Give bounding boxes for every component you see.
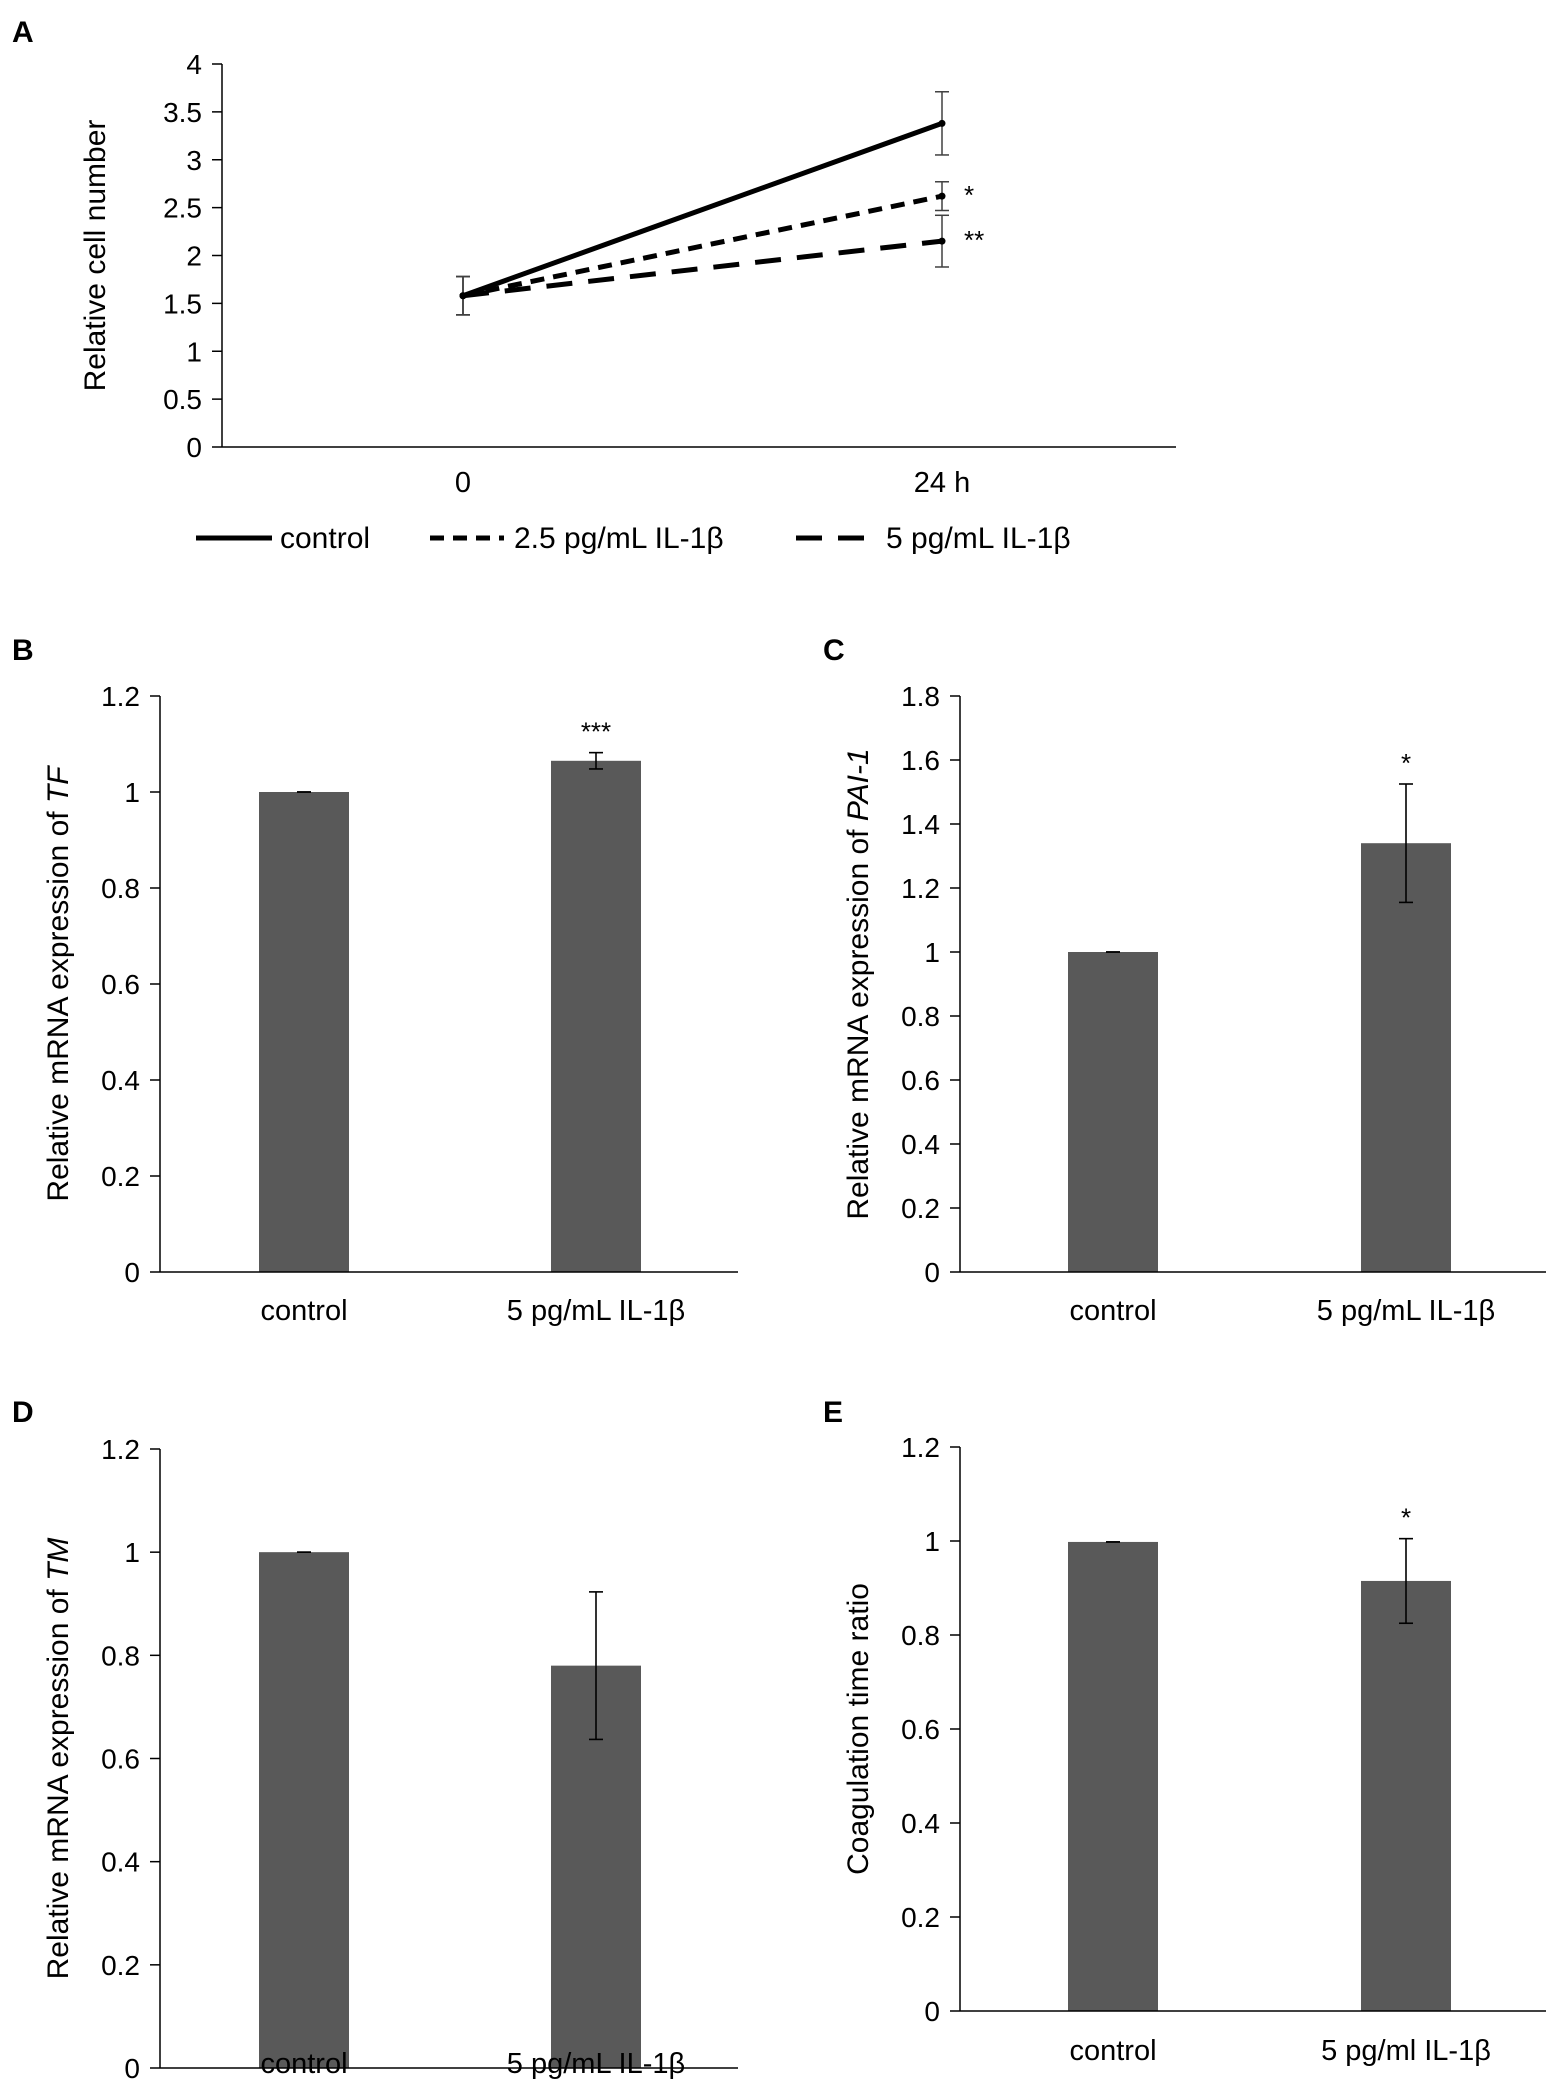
- y-tick-label: 1: [186, 336, 202, 367]
- y-tick-label: 0: [924, 1257, 940, 1288]
- x-category-label: 5 pg/mL IL-1β: [507, 2048, 685, 2080]
- y-tick-label: 4: [186, 49, 202, 80]
- y-tick-label: 1: [924, 1526, 940, 1557]
- bar: [1361, 843, 1451, 1272]
- y-tick-label: 0.8: [901, 1001, 940, 1032]
- x-category-label: 5 pg/mL IL-1β: [1317, 1295, 1495, 1327]
- y-tick-label: 3: [186, 145, 202, 176]
- data-point: [459, 292, 467, 300]
- series-line-1: [462, 121, 943, 299]
- y-tick-label: 0.8: [101, 873, 140, 904]
- y-tick-label: 0.4: [901, 1129, 940, 1160]
- panel-c: C 0 0.2 0.4 0.6 0.8 1 1.2 1.4 1.6 1.8 control * 5 pg/…: [823, 634, 1546, 1327]
- y-tick-label: 0.4: [101, 1065, 140, 1096]
- panel-d: D 0 0.2 0.4 0.6 0.8 1 1.2 control 5 pg/mL IL-1β Re…: [12, 1396, 738, 2084]
- y-tick-label: 0.4: [101, 1847, 140, 1878]
- bar: [1361, 1580, 1451, 2011]
- y-tick-label: 1.2: [901, 1432, 940, 1463]
- y-tick-label: 0: [124, 1257, 140, 1288]
- y-tick-label: 3.5: [163, 97, 202, 128]
- x-tick-label: 0: [455, 467, 471, 499]
- y-tick-label: 1.2: [101, 1434, 140, 1465]
- y-axis-label-text: Coagulation time ratio: [842, 1583, 875, 1875]
- y-tick-label: 0: [924, 1996, 940, 2027]
- y-axis-label: Relative cell number: [79, 120, 112, 392]
- y-tick-label: 2: [186, 241, 202, 272]
- y-axis-label-text: Relative mRNA expression of: [42, 1581, 75, 1980]
- x-category-label: control: [1069, 2035, 1156, 2067]
- bar: [259, 1552, 349, 2068]
- panel-label: B: [12, 634, 34, 667]
- y-axis-label-text: Relative mRNA expression of: [842, 821, 875, 1220]
- y-tick-label: 2.5: [163, 193, 202, 224]
- panel-e: E 0 0.2 0.4 0.6 0.8 1 1.2 control * 5 pg/ml IL-1β C…: [823, 1396, 1546, 2067]
- legend-label: 5 pg/mL IL-1β: [886, 522, 1071, 555]
- y-tick-label: 1.2: [901, 873, 940, 904]
- legend-label: control: [280, 522, 370, 555]
- data-point: [938, 192, 946, 200]
- series-line-2: [462, 193, 943, 299]
- bar: [259, 792, 349, 1272]
- y-tick-label: 0.2: [101, 1161, 140, 1192]
- y-axis-label-text: Relative mRNA expression of: [42, 803, 75, 1202]
- series-line-3: [462, 238, 943, 299]
- panel-label: E: [823, 1396, 843, 1429]
- y-axis-label: Relative mRNA expression of TM: [42, 1538, 75, 1980]
- y-axis-label-gene: TM: [42, 1538, 75, 1581]
- panel-a: A 0 0.5 1 1.5 2 2.5 3 3.5 4 Relative cell number 0 2…: [12, 16, 1176, 555]
- y-axis-label: Relative mRNA expression of PAI-1: [842, 748, 875, 1219]
- bar: [1068, 952, 1158, 1272]
- y-tick-label: 0.6: [901, 1065, 940, 1096]
- y-axis-label: Relative mRNA expression of TF: [42, 765, 75, 1202]
- x-category-label: control: [260, 1295, 347, 1327]
- significance-marker: **: [964, 225, 984, 255]
- y-tick-label: 1: [124, 777, 140, 808]
- y-axis-label-gene: TF: [42, 765, 75, 803]
- panel-label: D: [12, 1396, 34, 1429]
- y-axis-label-gene: PAI-1: [842, 748, 875, 821]
- x-category-label: control: [1069, 1295, 1156, 1327]
- y-tick-label: 0.6: [901, 1714, 940, 1745]
- x-category-label: 5 pg/ml IL-1β: [1321, 2035, 1491, 2067]
- y-tick-label: 0.6: [101, 969, 140, 1000]
- y-tick-label: 1.8: [901, 681, 940, 712]
- x-tick-label: 24 h: [914, 467, 970, 499]
- panel-label: A: [12, 16, 34, 49]
- y-tick-label: 1.4: [901, 809, 940, 840]
- y-tick-label: 0: [124, 2053, 140, 2084]
- bar: [1068, 1541, 1158, 2011]
- y-tick-label: 0.2: [901, 1193, 940, 1224]
- y-tick-label: 1.5: [163, 288, 202, 319]
- significance-marker: *: [1401, 748, 1411, 778]
- significance-marker: *: [964, 180, 974, 210]
- y-tick-label: 0: [186, 432, 202, 463]
- y-tick-label: 1.6: [901, 745, 940, 776]
- y-tick-label: 0.2: [101, 1950, 140, 1981]
- y-axis-label: Coagulation time ratio: [842, 1583, 875, 1875]
- x-category-label: 5 pg/mL IL-1β: [507, 1295, 685, 1327]
- y-tick-label: 0.8: [901, 1620, 940, 1651]
- x-category-label: control: [260, 2048, 347, 2080]
- y-tick-label: 0.5: [163, 384, 202, 415]
- y-tick-label: 1.2: [101, 681, 140, 712]
- y-tick-label: 0.2: [901, 1902, 940, 1933]
- panel-label: C: [823, 634, 845, 667]
- significance-marker: *: [1401, 1503, 1411, 1533]
- data-point: [938, 237, 946, 245]
- y-tick-label: 0.8: [101, 1640, 140, 1671]
- panel-b: B 0 0.2 0.4 0.6 0.8 1 1.2 control *** 5 pg/mL IL-1…: [12, 634, 738, 1327]
- legend-label: 2.5 pg/mL IL-1β: [514, 522, 724, 555]
- y-tick-label: 0.6: [101, 1744, 140, 1775]
- y-tick-label: 0.4: [901, 1808, 940, 1839]
- data-point: [938, 119, 946, 127]
- significance-marker: ***: [581, 717, 611, 747]
- bar: [551, 760, 641, 1272]
- y-tick-label: 1: [924, 937, 940, 968]
- y-tick-label: 1: [124, 1537, 140, 1568]
